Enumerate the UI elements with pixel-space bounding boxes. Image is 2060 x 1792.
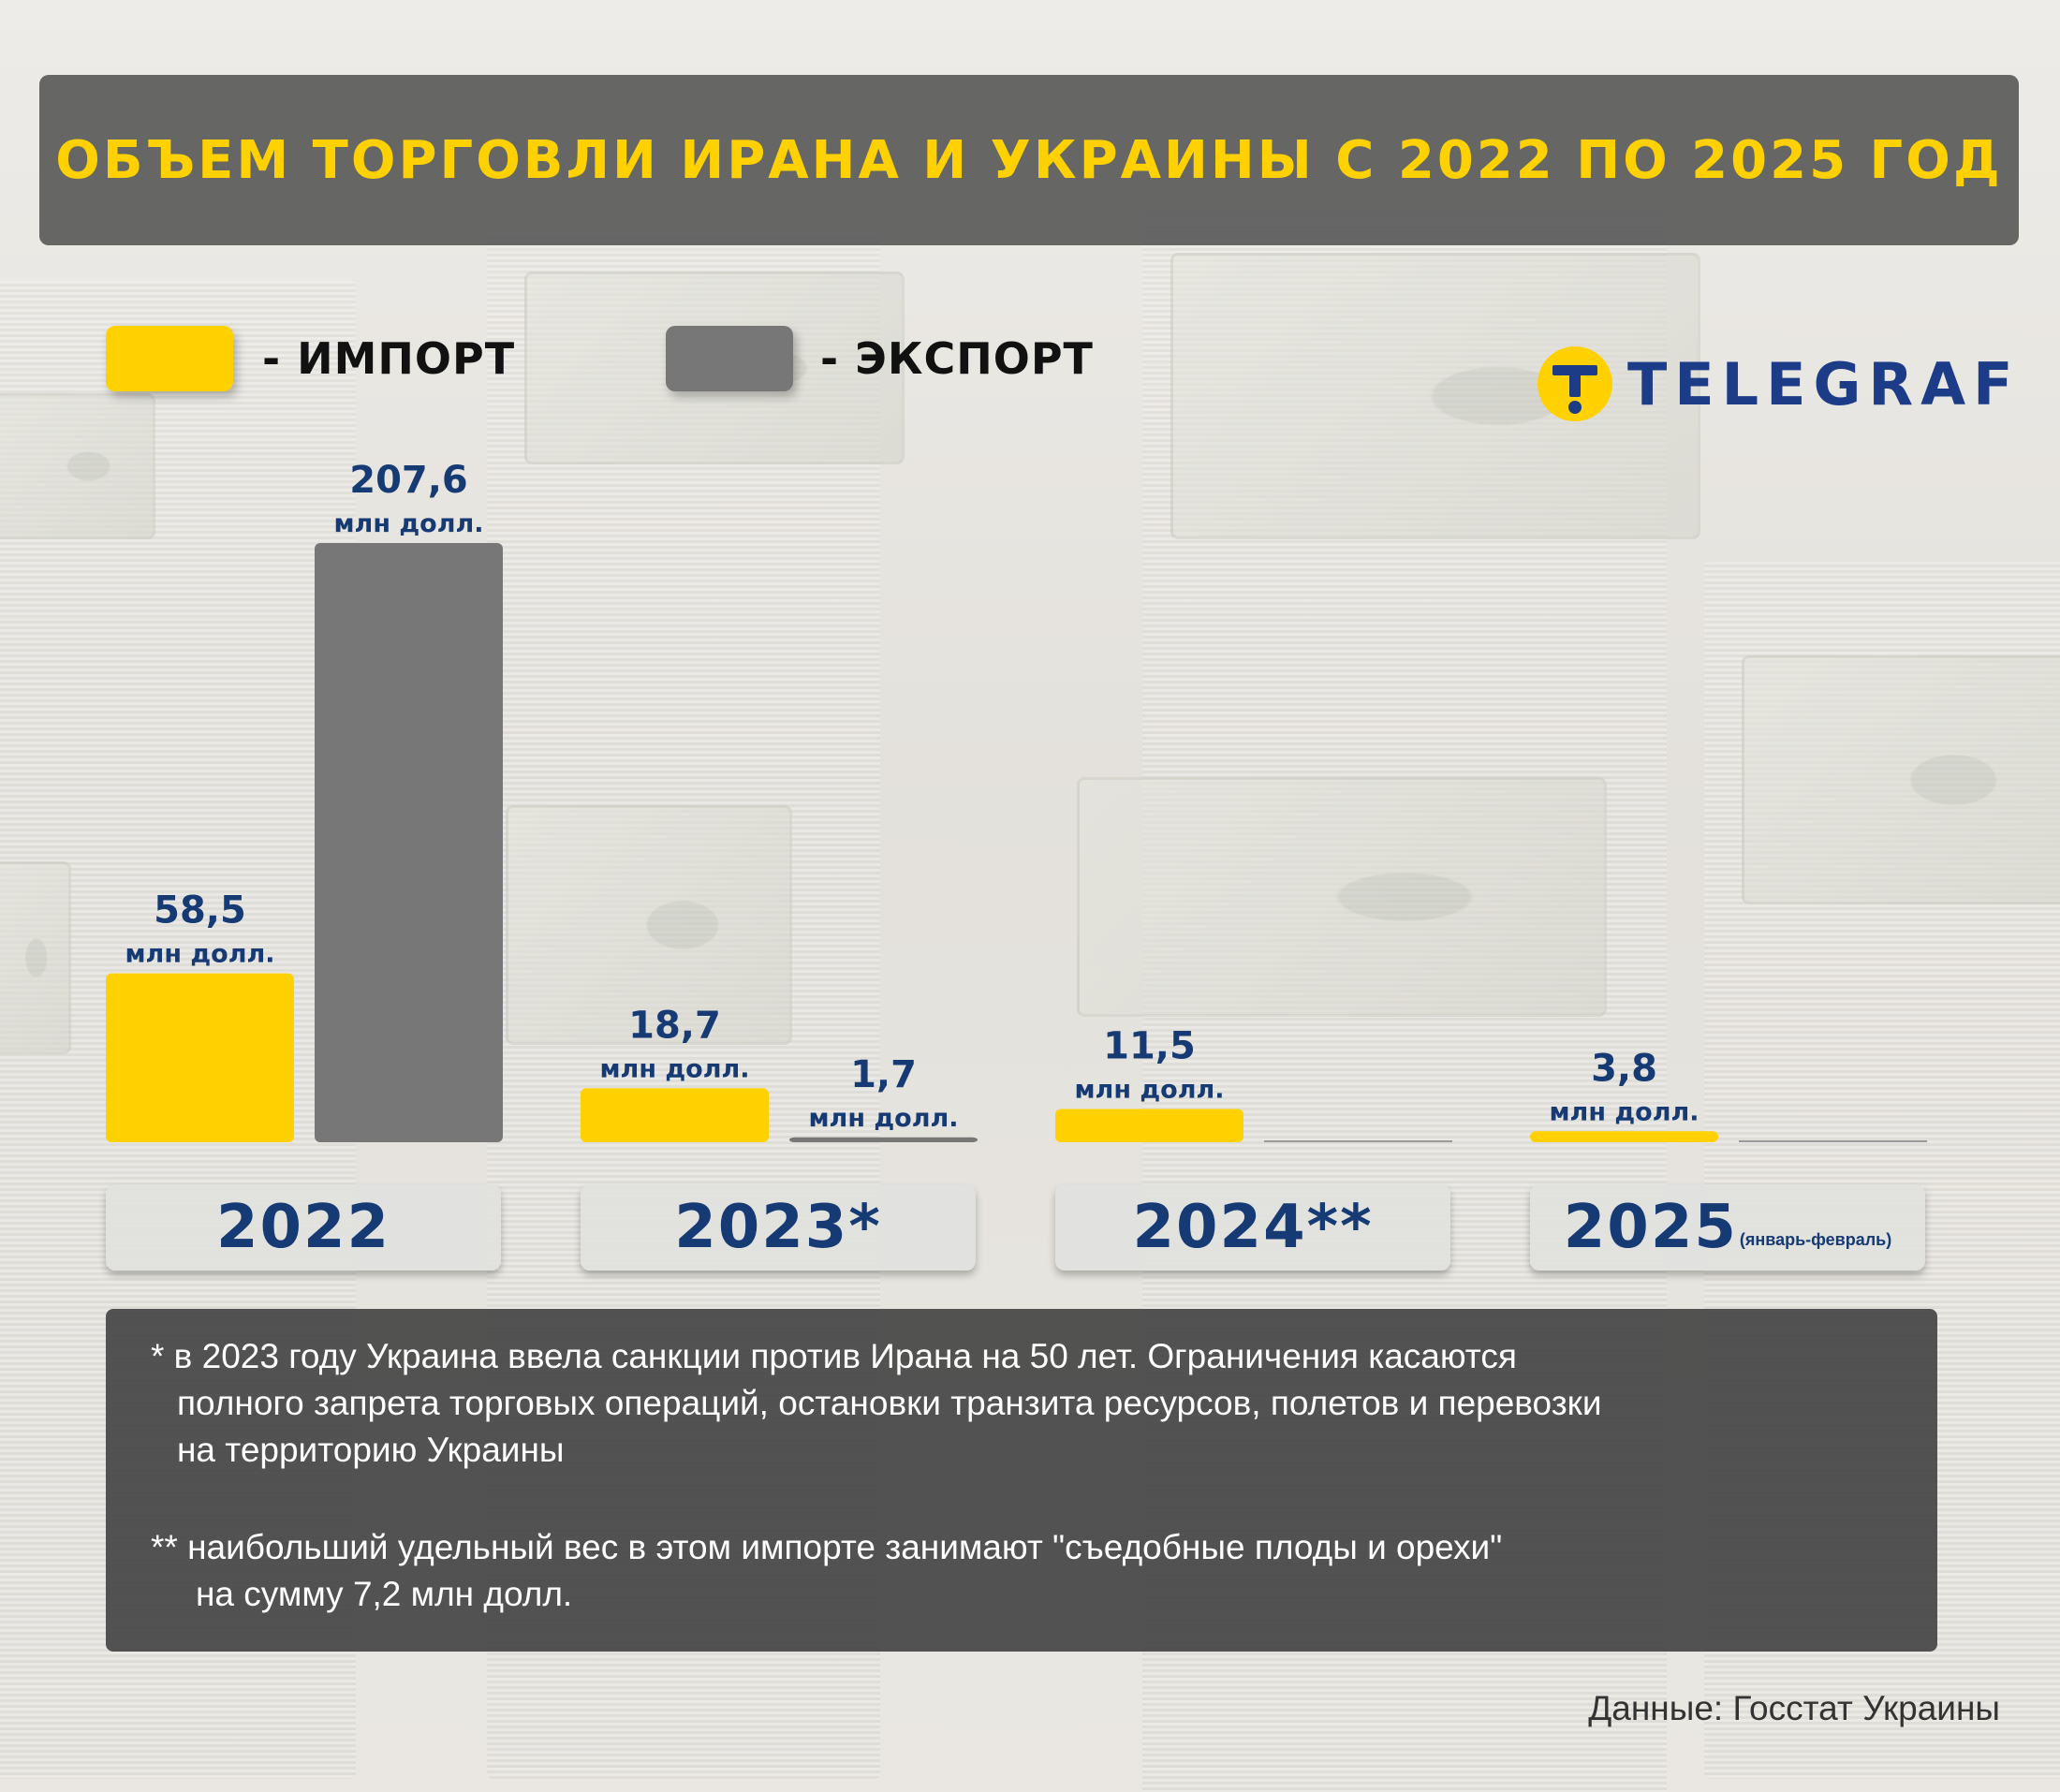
- footnote-2-line-2: на сумму 7,2 млн долл.: [196, 1575, 573, 1613]
- footnotes-panel: * в 2023 году Украина ввела санкции прот…: [106, 1309, 1937, 1652]
- telegraf-logo: TELEGRAF: [1538, 346, 2020, 421]
- unit-label: млн долл.: [808, 1104, 958, 1133]
- import-bar-2024**: [1055, 1109, 1243, 1142]
- value-label: 3,8: [1591, 1047, 1657, 1090]
- title-banner: ОБЪЕМ ТОРГОВЛИ ИРАНА И УКРАИНЫ С 2022 ПО…: [39, 75, 2019, 245]
- import-bar-2025: [1530, 1131, 1718, 1142]
- unit-label: млн долл.: [1074, 1076, 1224, 1105]
- unit-label: млн долл.: [125, 940, 274, 969]
- footnote-1-line-1: * в 2023 году Украина ввела санкции прот…: [151, 1337, 1517, 1375]
- legend-import-swatch: [106, 326, 233, 391]
- year-label-box: 2025 (январь-февраль): [1530, 1184, 1925, 1271]
- value-label: 11,5: [1103, 1025, 1196, 1068]
- value-label: 207,6: [349, 459, 468, 502]
- year-label: 2025: [1563, 1193, 1738, 1262]
- value-label: 1,7: [850, 1053, 917, 1096]
- unit-label: млн долл.: [1549, 1097, 1699, 1126]
- export-bar-2023*: [789, 1137, 978, 1142]
- unit-label: млн долл.: [599, 1054, 749, 1083]
- footnote-1-line-2: полного запрета торговых операций, остан…: [177, 1384, 1602, 1422]
- year-label-box: 2024**: [1055, 1184, 1450, 1271]
- year-label: 2024**: [1132, 1193, 1374, 1262]
- year-label-box: 2022: [106, 1184, 501, 1271]
- unit-label: млн долл.: [333, 509, 483, 538]
- legend-export-swatch: [666, 326, 793, 391]
- legend-export-label: - ЭКСПОРТ: [820, 333, 1094, 384]
- year-label: 2023*: [674, 1193, 882, 1262]
- legend-import-label: - ИМПОРТ: [262, 333, 516, 384]
- value-label: 58,5: [154, 889, 246, 933]
- data-source: Данные: Госстат Украины: [1588, 1689, 2000, 1727]
- footnote-2-line-1: ** наибольший удельный вес в этом импорт…: [151, 1528, 1503, 1566]
- telegraf-logo-text: TELEGRAF: [1627, 349, 2021, 419]
- footnote-1-line-3: на территорию Украины: [177, 1431, 565, 1469]
- year-label: 2022: [215, 1193, 391, 1262]
- import-bar-2022: [106, 973, 294, 1142]
- chart-title: ОБЪЕМ ТОРГОВЛИ ИРАНА И УКРАИНЫ С 2022 ПО…: [55, 129, 2003, 191]
- export-bar-2022: [315, 543, 503, 1142]
- year-label-box: 2023*: [581, 1184, 976, 1271]
- telegraf-logo-icon: [1538, 346, 1612, 421]
- import-bar-2023*: [581, 1088, 769, 1142]
- value-label: 18,7: [628, 1004, 721, 1047]
- year-period-note: (январь-февраль): [1739, 1230, 1892, 1249]
